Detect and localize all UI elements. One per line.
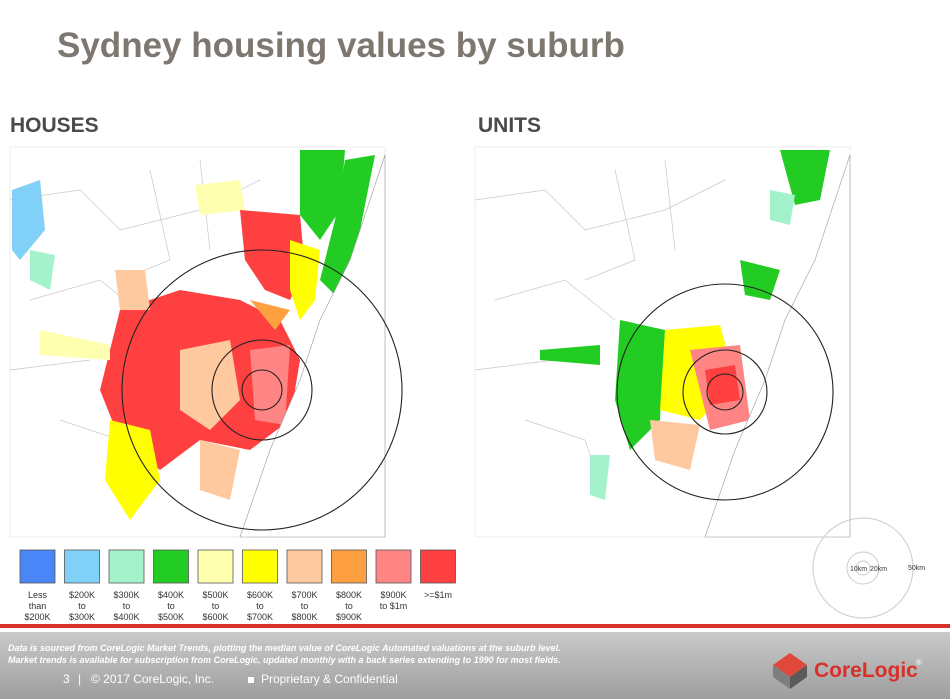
region [105,420,160,520]
region [780,150,830,205]
region [12,180,45,260]
region [590,455,610,500]
legend-swatch [331,549,367,584]
legend-label: $400K [158,590,184,600]
legend-label: to $1m [380,601,408,611]
logo-mark [790,665,807,689]
legend-label: to [167,601,175,611]
legend-label: to [256,601,264,611]
accent-bar [0,624,950,628]
scale-rings [812,517,914,619]
region [200,440,240,500]
region [195,180,245,215]
legend-label: >=$1m [424,590,452,600]
legend-label: $300K [69,612,95,622]
legend-label: to [301,601,309,611]
slide-title: Sydney housing values by suburb [57,26,625,65]
footnote: Data is sourced from CoreLogic Market Tr… [8,643,561,653]
region [740,260,780,300]
distance-rings [121,249,403,531]
scale-label: 50km [908,565,925,572]
legend-label: $700K [291,590,317,600]
legend-label: $400K [113,612,139,622]
legend-label: to [212,601,220,611]
logo-registered: ® [916,658,922,667]
legend-label: $200K [69,590,95,600]
region [540,345,600,365]
logo: CoreLogic ® [773,653,922,689]
legend-label: $300K [113,590,139,600]
logo-mark [773,665,790,689]
region [30,250,55,290]
page-number: 3 [63,672,70,686]
legend-label: $500K [202,590,228,600]
legend: Lessthan$200K$200Kto$300K$300Kto$400K$40… [19,549,456,622]
copyright: © 2017 CoreLogic, Inc. [91,672,214,686]
legend-label: Less [28,590,48,600]
legend-label: $700K [247,612,273,622]
region [40,330,110,360]
legend-label: $800K [291,612,317,622]
footnote: Market trends is available for subscript… [8,655,561,665]
coastline [239,154,386,538]
legend-swatch [375,549,412,584]
legend-label: $600K [247,590,273,600]
region [250,300,290,330]
legend-label: $200K [24,612,50,622]
suburb-boundaries [474,159,826,501]
legend-label: to [78,601,86,611]
region [300,150,345,240]
legend-label: $900K [336,612,362,622]
distance-rings [616,283,834,501]
region [615,320,665,450]
legend-label: to [123,601,131,611]
houses-map [9,146,403,538]
maps: 10km 20km 50km Lessthan$200K$200Kto$300K… [0,146,950,628]
region [250,345,290,425]
logo-name: CoreLogic [814,659,918,682]
legend-label: $900K [380,590,406,600]
legend-swatch [153,549,189,584]
confidential: Proprietary & Confidential [261,672,398,686]
legend-swatch [242,549,278,584]
scale-key: 10km 20km 50km [812,517,925,619]
region [320,155,375,300]
units-map [474,146,851,538]
region [650,420,700,470]
region [240,210,305,300]
legend-swatch [420,549,456,584]
legend-label: to [345,601,353,611]
legend-swatch [64,549,100,584]
scale-label: 20km [870,566,887,573]
legend-label: than [29,601,47,611]
legend-label: $800K [336,590,362,600]
region [705,365,740,405]
panel-label: HOUSES [10,114,99,137]
legend-swatch [197,549,234,584]
region [115,270,150,310]
region [180,340,240,430]
legend-label: $500K [158,612,184,622]
legend-swatch [19,549,56,584]
region [770,190,795,225]
legend-label: $600K [202,612,228,622]
scale-label: 10km [850,566,867,573]
bullet [248,677,254,683]
legend-swatch [286,549,323,584]
separator: | [78,672,82,686]
legend-swatch [108,549,145,584]
panel-label: UNITS [478,114,541,137]
